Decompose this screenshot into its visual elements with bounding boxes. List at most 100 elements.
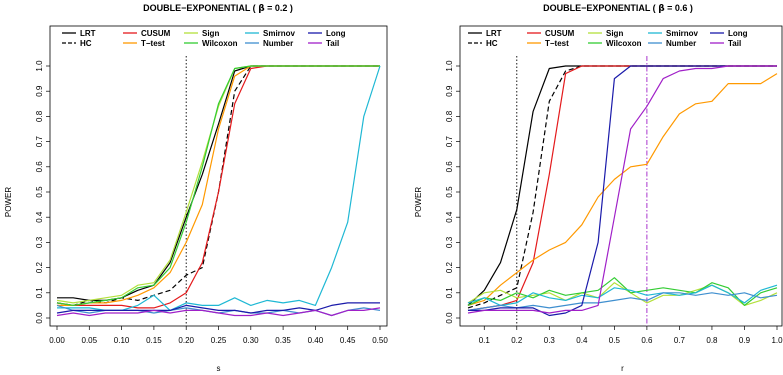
y-axis-label: POWER	[414, 187, 423, 217]
y-tick-label: 0.1	[35, 287, 44, 299]
x-axis: 0.00 0.05 0.10 0.15 0.20 0.25 0.30 0.35 0.40 0.45…	[49, 326, 388, 373]
series-line	[467, 73, 778, 306]
legend-label: Smirnov	[666, 29, 699, 38]
y-axis: 0.0 0.1 0.2 0.3 0.4 0.5 0.6 0.7 0.8 0.9 1.0 POWER	[4, 60, 50, 324]
x-tick-label: 0.25	[211, 336, 227, 345]
x-tick-label: 0.9	[739, 336, 751, 345]
y-tick-label: 0.9	[35, 85, 44, 97]
x-tick-label: 0.5	[609, 336, 621, 345]
series-line	[467, 284, 778, 306]
x-tick-label: 0.1	[479, 336, 491, 345]
legend-label: Tail	[326, 39, 339, 48]
chart-title-prefix: DOUBLE−EXPONENTIAL (	[143, 3, 258, 13]
chart-panel-2: DOUBLE−EXPONENTIAL ( β = 0.6 )0.1 0.2 0.3 0…	[414, 3, 783, 373]
y-tick-label: 0.3	[35, 236, 44, 248]
y-tick-label: 0.7	[445, 135, 454, 147]
legend-label: Long	[728, 29, 748, 38]
x-axis: 0.1 0.2 0.3 0.4 0.5 0.6 0.7 0.8 0.9 1.0 r	[479, 326, 783, 373]
series-lines	[56, 65, 381, 317]
legend-label: Long	[326, 29, 346, 38]
y-tick-label: 0.8	[445, 110, 454, 122]
y-tick-label: 0.7	[35, 135, 44, 147]
series-line	[57, 65, 380, 301]
legend-label: Wilcoxon	[202, 39, 238, 48]
y-tick-label: 0.6	[445, 161, 454, 173]
chart-title-beta: β	[258, 4, 265, 14]
x-tick-label: 0.45	[340, 336, 356, 345]
chart-panel-1: DOUBLE−EXPONENTIAL ( β = 0.2 )0.00 0.05 0.…	[4, 3, 388, 373]
x-tick-label: 0.3	[544, 336, 556, 345]
legend-label: Tail	[728, 39, 741, 48]
chart-title-prefix: DOUBLE−EXPONENTIAL (	[543, 3, 658, 13]
legend-label: LRT	[80, 29, 96, 38]
legend-label: Smirnov	[263, 29, 296, 38]
series-line	[467, 65, 777, 314]
legend-label: Number	[666, 39, 696, 48]
legend-label: HC	[80, 39, 92, 48]
legend-label: HC	[486, 39, 498, 48]
x-tick-label: 0.40	[308, 336, 324, 345]
series-line	[468, 65, 777, 317]
y-tick-label: 0.5	[445, 186, 454, 198]
y-tick-label: 0.4	[35, 211, 44, 223]
legend-label: CUSUM	[141, 29, 171, 38]
x-tick-label: 0.10	[114, 336, 130, 345]
plot-frame	[459, 25, 783, 327]
y-tick-label: 0.3	[445, 236, 454, 248]
y-tick-label: 0.4	[445, 211, 454, 223]
y-tick-label: 0.0	[35, 312, 44, 324]
series-line	[467, 65, 777, 309]
chart-title-suffix: = 0.6 )	[665, 3, 693, 13]
x-tick-label: 1.0	[771, 336, 783, 345]
chart-title-suffix: = 0.2 )	[265, 3, 293, 13]
y-tick-label: 0.9	[445, 85, 454, 97]
x-tick-label: 0.7	[674, 336, 686, 345]
series-line	[57, 65, 380, 306]
y-tick-label: 0.0	[445, 312, 454, 324]
x-axis-label: r	[621, 364, 624, 373]
x-tick-label: 0.30	[243, 336, 259, 345]
x-tick-label: 0.8	[706, 336, 718, 345]
legend-label: Number	[263, 39, 293, 48]
x-tick-label: 0.4	[576, 336, 588, 345]
series-lines	[467, 65, 778, 317]
y-tick-label: 1.0	[445, 60, 454, 72]
chart-title-beta: β	[658, 4, 665, 14]
plot-frame	[49, 25, 388, 327]
legend-label: T−test	[141, 39, 165, 48]
x-tick-label: 0.20	[178, 336, 194, 345]
series-line	[56, 302, 380, 314]
series-line	[467, 65, 777, 306]
x-tick-label: 0.05	[82, 336, 98, 345]
y-tick-label: 0.2	[35, 261, 44, 273]
series-line	[56, 65, 380, 309]
series-line	[56, 65, 380, 306]
x-tick-label: 0.35	[275, 336, 291, 345]
y-tick-label: 0.6	[35, 161, 44, 173]
x-axis-label: s	[217, 364, 221, 373]
series-line	[56, 307, 381, 317]
legend-label: CUSUM	[545, 29, 575, 38]
legend-label: Wilcoxon	[606, 39, 642, 48]
x-tick-label: 0.00	[49, 336, 65, 345]
y-axis: 0.0 0.1 0.2 0.3 0.4 0.5 0.6 0.7 0.8 0.9 1.0 POWER	[414, 60, 460, 324]
series-line	[467, 277, 778, 306]
x-tick-label: 0.50	[372, 336, 388, 345]
y-tick-label: 0.2	[445, 261, 454, 273]
x-tick-label: 0.6	[641, 336, 653, 345]
legend-label: Sign	[606, 29, 623, 38]
x-tick-label: 0.15	[146, 336, 162, 345]
x-tick-label: 0.2	[511, 336, 523, 345]
chart-title: DOUBLE−EXPONENTIAL ( β = 0.6 )	[543, 3, 693, 14]
legend-label: Sign	[202, 29, 219, 38]
series-line	[56, 65, 380, 306]
chart-title: DOUBLE−EXPONENTIAL ( β = 0.2 )	[143, 3, 293, 14]
y-tick-label: 0.1	[445, 287, 454, 299]
y-tick-label: 1.0	[35, 60, 44, 72]
y-tick-label: 0.5	[35, 186, 44, 198]
legend-label: T−test	[545, 39, 569, 48]
y-tick-label: 0.8	[35, 110, 44, 122]
